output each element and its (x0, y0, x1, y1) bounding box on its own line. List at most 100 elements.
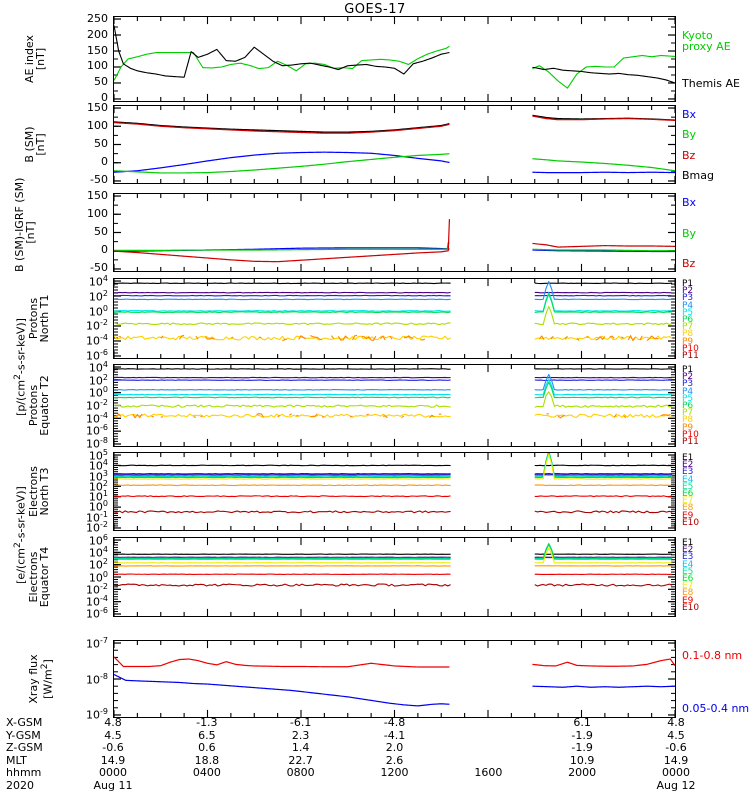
y-tick-label: -50 (90, 173, 108, 186)
y-axis-title-xray-flux: Xray flux [W/m2] (27, 654, 55, 704)
legend-item: E3 (682, 552, 694, 563)
y-tick-label: 200 (87, 27, 108, 41)
legend-item: Bz (682, 148, 696, 162)
legend-item: E3 (682, 467, 694, 478)
legend-item: P7 (682, 322, 694, 333)
axis-value: 1200 (380, 766, 409, 780)
y-tick-label: 50 (94, 137, 108, 150)
axis-value: -4.8 (383, 716, 406, 729)
axis-value: 14.9 (100, 753, 126, 767)
axis-value: 0800 (286, 766, 315, 780)
axis-value: 18.8 (194, 753, 220, 767)
y-tick-label: 150 (87, 101, 108, 114)
plot-area-electrons-equator-t4 (114, 538, 675, 616)
axis-value: 2.3 (291, 728, 310, 742)
legend-electrons-equator-t4: E1 E2 E3 E4 E5 E6 E7 E8 E9 E10 (682, 539, 750, 619)
y-tick-label: 100 (88, 499, 108, 515)
y-tick-label: 10-2 (86, 318, 108, 334)
axis-value: 4.8 (667, 716, 685, 729)
legend-protons-equator-t2: P1 P2 P3 P4 P5 P6 P7 P8 P9 P10 P11 (682, 366, 750, 449)
legend-item: E9 (682, 510, 694, 521)
axis-value: 6.1 (573, 716, 591, 729)
y-tick-label: 0 (101, 243, 108, 256)
axis-row-x-gsm: X-GSM 4.8 -1.3 -6.1 -4.8 6.1 4.8 (0, 716, 750, 729)
y-tick-label: -50 (90, 261, 108, 274)
y-tick-label: 10-2 (86, 398, 108, 413)
plot-area-protons-equator-t2 (114, 365, 675, 446)
y-axis-title-ae-index: AE index [nT] (23, 34, 47, 84)
axis-value: Aug 11 (93, 779, 133, 792)
legend-item: P10 (682, 429, 699, 440)
legend-item: P7 (682, 408, 694, 419)
y-tick-label: 104 (88, 545, 108, 560)
y-tick-label: 105 (88, 448, 108, 463)
axis-value: 0000 (662, 766, 690, 780)
legend-item: E10 (682, 517, 700, 528)
legend-item: P4 (682, 386, 694, 397)
legend-item: Bz (682, 257, 696, 270)
y-tick-label: 100 (87, 59, 108, 73)
y-tick-label: 50 (94, 225, 108, 238)
legend-item: E7 (682, 496, 694, 507)
plot-area-electrons-north-t3 (114, 453, 675, 530)
proton-flux-unit-label: [p/(cm2-s-sr-keV)] (12, 318, 28, 416)
legend-item: P4 (682, 300, 694, 311)
axis-value: 0400 (192, 766, 221, 780)
legend-item: By (682, 128, 697, 142)
legend-item: E7 (682, 581, 694, 592)
legend-item: E5 (682, 566, 694, 577)
legend-item: P11 (682, 351, 699, 361)
legend-item: Kyoto proxy AE (682, 29, 731, 53)
y-tick-label: 10-4 (86, 333, 108, 348)
axis-value: -6.1 (289, 716, 312, 729)
y-tick-label: 104 (88, 274, 108, 289)
axis-value: 14.9 (663, 753, 689, 767)
y-tick-label: 103 (88, 468, 108, 484)
legend-item: E8 (682, 588, 694, 599)
axis-value: 2000 (568, 766, 597, 780)
y-tick-label: 10-8 (86, 671, 108, 687)
legend-item: 0.1-0.8 nm (682, 649, 743, 662)
y-tick-label: 104 (88, 360, 108, 375)
legend-item: Bmag (682, 169, 714, 182)
axis-value: 1.4 (291, 741, 310, 755)
legend-ae-index: Kyoto proxy AE Themis AE (682, 30, 740, 89)
legend-item: P3 (682, 293, 694, 304)
legend-item: P5 (682, 307, 694, 318)
y-tick-label: 106 (88, 533, 108, 548)
axis-value: 4.5 (104, 728, 122, 742)
legend-item: E8 (682, 503, 694, 514)
axis-value: Aug 12 (656, 779, 696, 792)
y-tick-label: 10-6 (86, 606, 108, 621)
y-tick-label: 102 (88, 557, 108, 572)
y-tick-label: 10-6 (86, 348, 108, 363)
y-tick-label: 10-1 (86, 509, 108, 525)
panel-electrons-north-t3 (113, 452, 676, 531)
plot-area-protons-north-t1 (114, 279, 675, 358)
y-tick-label: 100 (88, 303, 108, 319)
legend-item: P1 (682, 365, 694, 375)
legend-item: Bx (682, 108, 697, 121)
electron-flux-unit-label: [e/(cm2-s-sr-keV)] (12, 486, 28, 584)
legend-item: P11 (682, 437, 699, 447)
axis-value: 0000 (99, 766, 127, 780)
legend-item: P6 (682, 401, 694, 411)
y-tick-label: 102 (88, 288, 108, 304)
y-tick-label: 102 (88, 478, 108, 494)
y-tick-label: 10-2 (86, 581, 108, 597)
plot-area-b-sm-minus-igrf (114, 194, 675, 271)
legend-item: P9 (682, 336, 694, 347)
legend-item: P8 (682, 329, 694, 340)
axis-row-mlt: MLT 14.9 18.8 22.7 2.6 10.9 14.9 (0, 753, 750, 767)
axis-row-label: 2020 (6, 779, 34, 792)
legend-electrons-north-t3: E1 E2 E3 E4 E5 E6 E7 E8 E9 E10 (682, 454, 750, 533)
axis-row-label: hhmm (6, 766, 42, 780)
legend-item: E4 (682, 474, 694, 485)
legend-item: E1 (682, 453, 694, 463)
y-tick-label: 104 (88, 458, 108, 473)
axis-value: 10.9 (569, 753, 595, 767)
axis-value: -1.3 (196, 716, 218, 729)
y-tick-label: 100 (87, 119, 108, 132)
axis-value: -0.6 (665, 741, 687, 755)
panel-ae-index (113, 16, 676, 102)
